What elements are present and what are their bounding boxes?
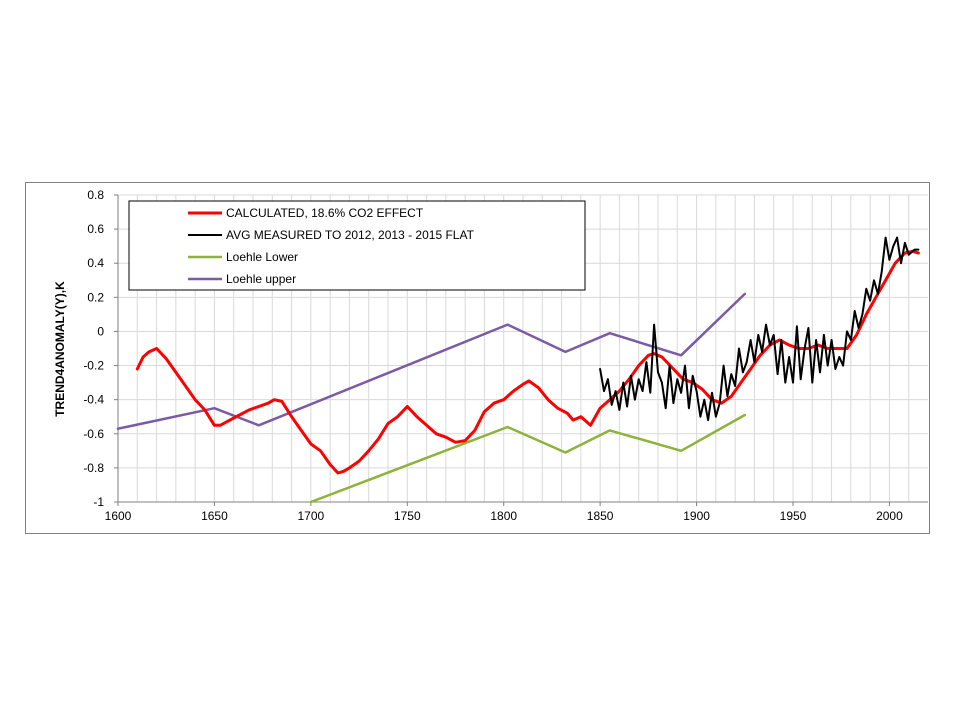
series-line-2 — [309, 413, 747, 504]
y-tick-label: 0 — [97, 324, 104, 338]
y-tick-label: -0.6 — [83, 427, 104, 441]
y-axis-title: TREND4ANOMALY(Y),K — [53, 281, 67, 417]
x-tick-label: 1650 — [201, 509, 228, 523]
x-tick-label: 1600 — [105, 509, 132, 523]
series-line-0 — [135, 249, 920, 475]
x-tick-label: 1800 — [490, 509, 517, 523]
y-tick-label: -0.2 — [83, 359, 104, 373]
legend-label: Loehle upper — [226, 272, 296, 286]
x-tick-label: 2000 — [876, 509, 903, 523]
x-tick-label: 1850 — [587, 509, 614, 523]
y-tick-label: 0.8 — [87, 188, 104, 202]
series-layer — [116, 236, 920, 504]
y-tick-label: -0.4 — [83, 393, 104, 407]
x-tick-label: 1700 — [298, 509, 325, 523]
y-tick-label: -0.8 — [83, 461, 104, 475]
y-tick-label: 0.2 — [87, 290, 104, 304]
legend-box — [128, 200, 586, 291]
legend-label: Loehle Lower — [226, 250, 298, 264]
legend: CALCULATED, 18.6% CO2 EFFECT AVG MEASURED… — [128, 200, 586, 291]
y-tick-label: -1 — [93, 495, 104, 509]
y-tick-labels: -1 -0.8 -0.6 -0.4 -0.2 0 0.2 0.4 0.6 0.8 — [83, 188, 118, 509]
y-tick-label: 0.4 — [87, 256, 104, 270]
x-tick-label: 1750 — [394, 509, 421, 523]
legend-label: CALCULATED, 18.6% CO2 EFFECT — [226, 206, 424, 220]
chart-svg: 1600 1650 1700 1750 1800 1850 1900 1950 2000 -1-… — [53, 188, 928, 523]
chart-frame: 1600 1650 1700 1750 1800 1850 1900 1950 2000 -1-… — [25, 182, 930, 534]
y-tick-label: 0.6 — [87, 222, 104, 236]
series-line-1 — [599, 236, 920, 422]
x-tick-label: 1900 — [683, 509, 710, 523]
x-tick-label: 1950 — [780, 509, 807, 523]
x-tick-labels: 1600 1650 1700 1750 1800 1850 1900 1950 2000 — [105, 502, 903, 523]
legend-label: AVG MEASURED TO 2012, 2013 - 2015 FLAT — [226, 228, 475, 242]
series-line-3 — [116, 292, 747, 430]
